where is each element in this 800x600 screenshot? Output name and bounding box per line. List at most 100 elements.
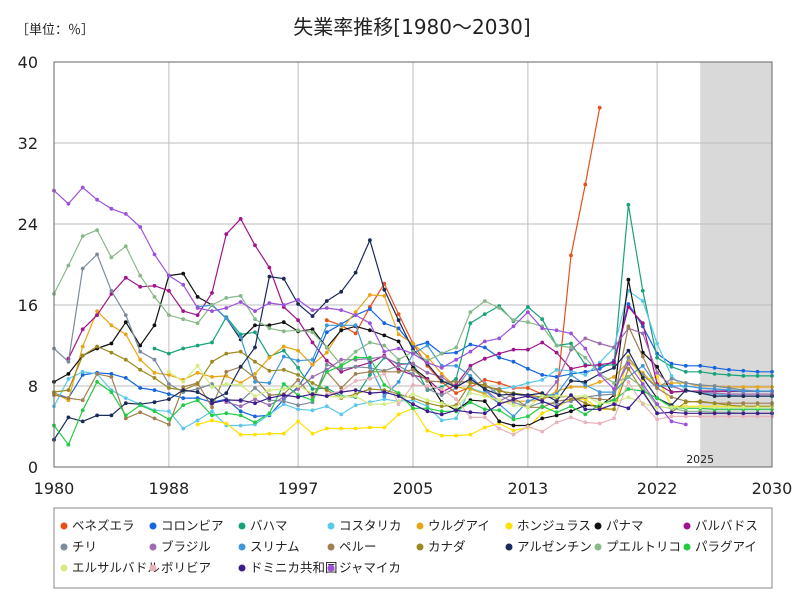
- point-11-17: [296, 378, 300, 382]
- point-0-0: [324, 318, 329, 323]
- point-1-37: [583, 369, 588, 374]
- point-15-22: [368, 355, 372, 360]
- legend-label-16: エルサルバドル: [72, 560, 160, 575]
- point-14-24: [396, 357, 401, 362]
- point-10-5: [267, 381, 272, 385]
- point-8-2: [80, 266, 85, 271]
- series-line-7: [67, 218, 772, 393]
- legend-swatch-18: [238, 564, 246, 572]
- point-0-2: [353, 331, 358, 336]
- point-15-23: [382, 383, 387, 387]
- point-18-5: [281, 393, 286, 397]
- point-10-2: [224, 316, 229, 321]
- point-5-19: [468, 432, 473, 437]
- point-14-31: [497, 306, 502, 310]
- point-4-4: [109, 323, 114, 328]
- point-11-3: [95, 372, 99, 376]
- point-15-29: [468, 400, 473, 405]
- point-8-6: [138, 349, 143, 354]
- point-18-33: [683, 411, 688, 416]
- point-12-40: [626, 366, 631, 371]
- point-10-26: [569, 373, 573, 377]
- point-19-25: [411, 351, 415, 356]
- point-1-44: [683, 363, 688, 368]
- point-13-1: [66, 415, 71, 420]
- legend-label-0: ベネズエラ: [72, 518, 135, 533]
- point-13-11: [210, 398, 214, 403]
- point-4-49: [755, 385, 760, 389]
- point-11-43: [669, 395, 674, 399]
- point-14-21: [353, 349, 358, 354]
- point-15-37: [583, 412, 588, 417]
- point-11-20: [339, 386, 344, 390]
- point-1-22: [368, 307, 372, 311]
- point-12-8: [167, 386, 171, 390]
- point-1-23: [382, 321, 387, 326]
- point-4-26: [425, 354, 430, 359]
- point-7-38: [612, 360, 616, 365]
- point-15-31: [497, 408, 502, 413]
- point-2-37: [683, 369, 688, 374]
- point-5-3: [238, 432, 243, 437]
- point-17-3: [368, 377, 372, 381]
- point-8-26: [425, 387, 430, 391]
- point-18-8: [324, 394, 329, 398]
- point-11-21: [353, 372, 358, 376]
- point-16-21: [468, 391, 473, 395]
- point-16-32: [626, 395, 631, 399]
- point-18-36: [727, 411, 731, 416]
- point-6-34: [540, 416, 545, 421]
- point-0-18: [583, 182, 588, 187]
- point-2-29: [569, 341, 573, 346]
- point-19-2: [80, 185, 85, 190]
- point-2-23: [482, 312, 487, 316]
- legend-swatch-5: [505, 522, 513, 530]
- point-8-3: [95, 252, 99, 257]
- point-8-21: [353, 364, 358, 369]
- point-14-6: [138, 273, 143, 278]
- point-4-27: [439, 372, 444, 376]
- point-11-38: [597, 397, 602, 402]
- point-7-33: [540, 340, 545, 345]
- point-13-18: [310, 314, 315, 318]
- point-15-14: [253, 420, 257, 425]
- point-13-21: [353, 270, 358, 275]
- legend-swatch-1: [149, 522, 157, 530]
- point-16-6: [253, 394, 257, 398]
- point-13-15: [267, 274, 272, 279]
- legend-label-15: パラグアイ: [695, 539, 757, 554]
- point-3-10: [195, 418, 200, 423]
- forecast-region: [700, 62, 772, 467]
- point-15-35: [554, 410, 559, 415]
- point-1-48: [741, 368, 746, 373]
- point-12-12: [224, 351, 229, 356]
- point-7-17: [310, 340, 315, 345]
- point-2-41: [741, 374, 746, 378]
- point-16-22: [482, 394, 487, 398]
- point-7-5: [138, 284, 143, 289]
- point-3-9: [181, 426, 186, 431]
- legend-swatch-0: [60, 522, 68, 530]
- point-6-31: [497, 419, 502, 424]
- point-19-3: [95, 197, 99, 202]
- point-1-35: [554, 375, 559, 379]
- point-4-17: [296, 348, 300, 353]
- point-2-7: [253, 330, 257, 335]
- point-7-42: [669, 390, 674, 394]
- point-19-28: [454, 357, 458, 362]
- point-16-13: [353, 394, 358, 398]
- point-16-38: [712, 405, 717, 410]
- point-14-35: [554, 343, 559, 348]
- point-10-23: [526, 399, 530, 404]
- point-4-23: [382, 294, 387, 298]
- point-18-35: [712, 411, 717, 416]
- point-2-36: [669, 364, 674, 369]
- point-14-37: [583, 355, 588, 360]
- point-18-3: [253, 401, 257, 406]
- point-14-29: [468, 310, 473, 314]
- point-0-9: [454, 391, 458, 395]
- point-19-40: [626, 361, 631, 366]
- point-7-18: [324, 358, 329, 363]
- point-18-30: [640, 390, 645, 394]
